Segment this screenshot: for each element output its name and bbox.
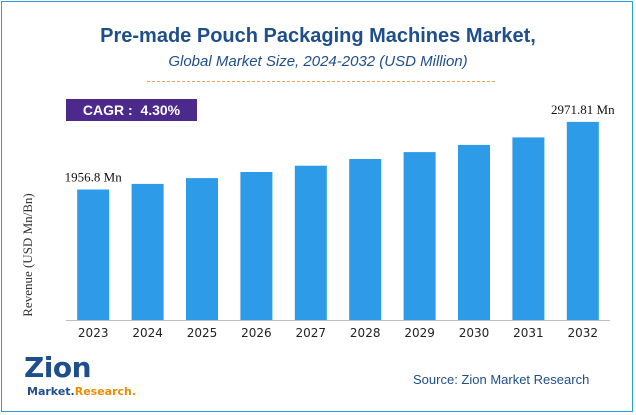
bar-2026 — [240, 172, 273, 320]
cagr-badge: CAGR : 4.30% — [66, 99, 197, 121]
cagr-separator: : — [127, 102, 133, 118]
x-tick-label: 2030 — [459, 326, 490, 340]
cagr-label: CAGR — [82, 102, 125, 118]
bar-2029 — [403, 152, 436, 320]
x-tick-label: 2028 — [350, 326, 381, 340]
bar-2030 — [458, 144, 490, 320]
x-tick-label: 2027 — [296, 326, 327, 340]
bar-2025 — [186, 178, 218, 320]
x-tick-label: 2029 — [404, 326, 435, 340]
bar-2028 — [349, 159, 382, 320]
bar-2024 — [131, 183, 164, 320]
x-tick-label: 2024 — [132, 326, 163, 340]
bar-2031 — [512, 137, 545, 320]
cagr-value: 4.30% — [140, 102, 181, 118]
logo-subtext: Market.Research. — [27, 385, 136, 398]
x-tick-label: 2026 — [241, 326, 272, 340]
logo-wordmark: Zion — [24, 351, 92, 384]
source-note: Source: Zion Market Research — [413, 372, 590, 387]
logo-sub-research: Research. — [74, 385, 137, 398]
x-tick-label: 2025 — [187, 326, 218, 340]
x-tick-label: 2023 — [78, 326, 109, 340]
bar-2032 — [566, 121, 599, 321]
x-tick-label: 2032 — [568, 326, 599, 340]
zion-logo: Zion Market.Research. — [24, 353, 164, 409]
title-divider — [147, 81, 495, 82]
data-label: 2971.81 Mn — [551, 102, 615, 117]
logo-sub-market: Market. — [27, 385, 75, 398]
x-tick-label: 2031 — [513, 326, 544, 340]
bar-2027 — [294, 165, 327, 320]
chart-subtitle: Global Market Size, 2024-2032 (USD Milli… — [168, 53, 468, 70]
bar-2023 — [77, 189, 110, 320]
chart-title: Pre-made Pouch Packaging Machines Market… — [100, 25, 536, 47]
data-label: 1956.8 Mn — [65, 170, 123, 185]
